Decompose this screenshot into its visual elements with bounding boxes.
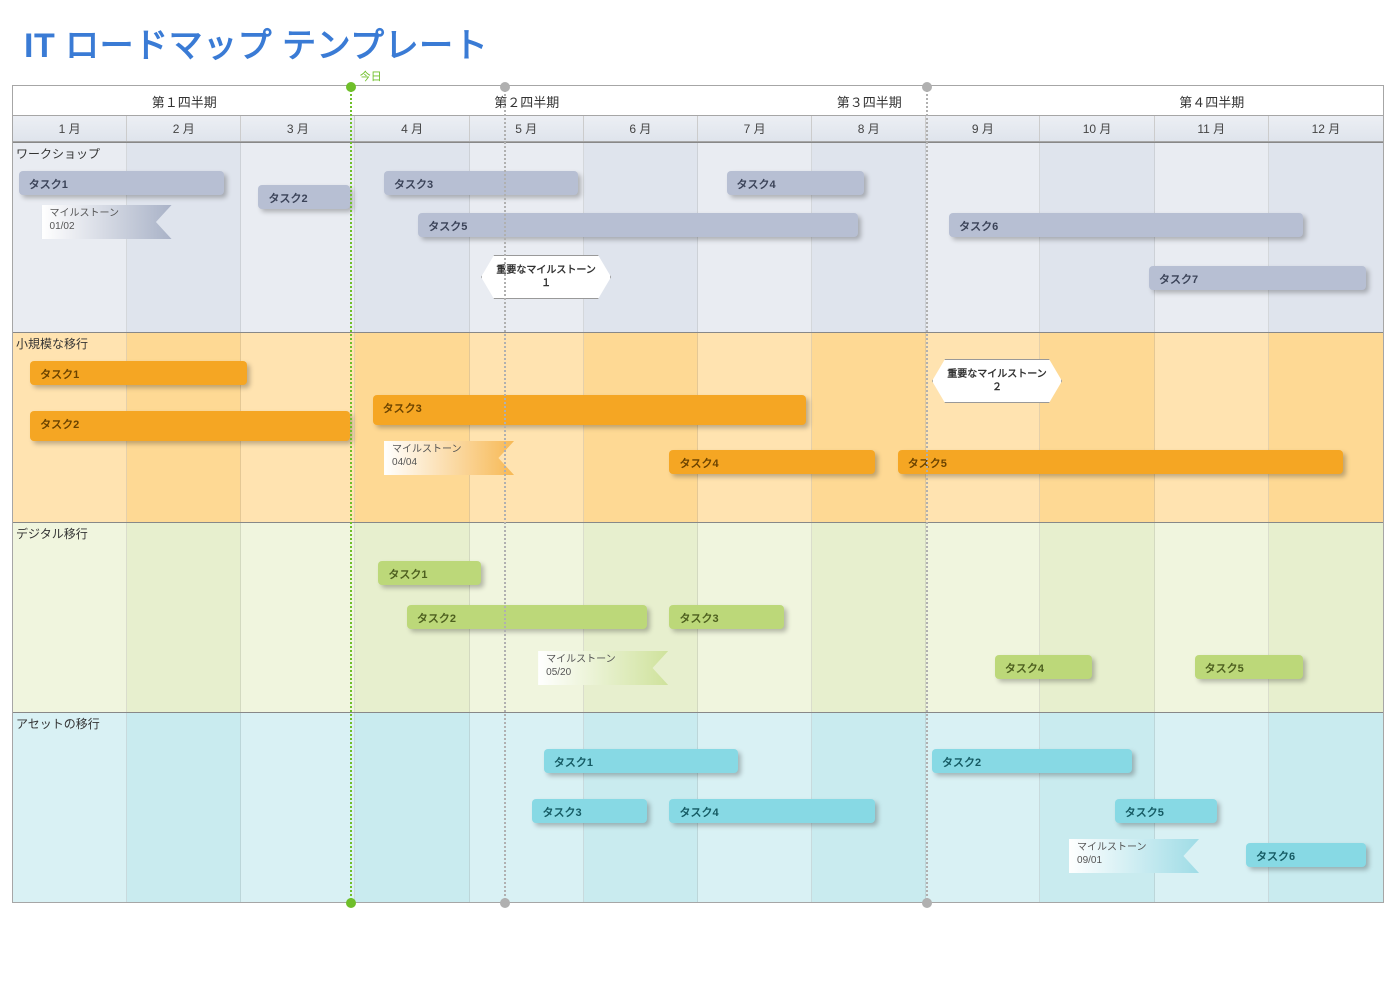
quarter-label: 第３四半期	[698, 86, 1041, 115]
month-label: 8 月	[812, 116, 926, 141]
milestone-flag[interactable]: マイルストーン05/20	[538, 651, 668, 685]
task-bar[interactable]: タスク2	[30, 411, 350, 441]
task-bar[interactable]: タスク6	[1246, 843, 1366, 867]
swimlane-label: アセットの移行	[16, 715, 100, 732]
task-bar[interactable]: タスク4	[995, 655, 1092, 679]
task-bar[interactable]: タスク3	[532, 799, 646, 823]
swimlane-label: 小規模な移行	[16, 335, 88, 352]
month-header-row: 1 月2 月3 月4 月5 月6 月7 月8 月9 月10 月11 月12 月	[13, 116, 1383, 142]
milestone-hex[interactable]: 重要なマイルストーン１	[481, 255, 611, 299]
quarter-label: 第１四半期	[13, 86, 356, 115]
milestone-hex[interactable]: 重要なマイルストーン２	[932, 359, 1062, 403]
task-bar[interactable]: タスク3	[384, 171, 578, 195]
task-bar[interactable]: タスク2	[407, 605, 647, 629]
month-label: 6 月	[584, 116, 698, 141]
roadmap-chart: 第１四半期第２四半期第３四半期第４四半期 1 月2 月3 月4 月5 月6 月7…	[12, 85, 1384, 903]
month-label: 11 月	[1155, 116, 1269, 141]
quarter-label: 第４四半期	[1041, 86, 1384, 115]
swimlane-asset-migration: アセットの移行タスク1 タスク2 タスク3 タスク4 タスク5 タスク6 マイルストーン09…	[13, 712, 1383, 902]
task-bar[interactable]: タスク5	[1195, 655, 1303, 679]
task-bar[interactable]: タスク7	[1149, 266, 1366, 290]
task-bar[interactable]: タスク1	[19, 171, 225, 195]
month-label: 2 月	[127, 116, 241, 141]
swimlane-label: デジタル移行	[16, 525, 88, 542]
task-bar[interactable]: タスク4	[727, 171, 864, 195]
task-bar[interactable]: タスク1	[378, 561, 481, 585]
swimlanes-container: ワークショップタスク1 タスク2 タスク3 タスク4 タスク5 タスク6 タスク7 マイルスト…	[13, 142, 1383, 902]
task-bar[interactable]: タスク1	[30, 361, 247, 385]
swimlane-label: ワークショップ	[16, 145, 100, 162]
milestone-flag[interactable]: マイルストーン04/04	[384, 441, 514, 475]
quarter-header-row: 第１四半期第２四半期第３四半期第４四半期	[13, 86, 1383, 116]
task-bar[interactable]: タスク2	[932, 749, 1132, 773]
task-bar[interactable]: タスク5	[898, 450, 1343, 474]
task-bar[interactable]: タスク3	[669, 605, 783, 629]
swimlane-digital-migration: デジタル移行タスク1 タスク2 タスク3 タスク4 タスク5 マイルストーン05/20	[13, 522, 1383, 712]
month-label: 3 月	[241, 116, 355, 141]
task-bar[interactable]: タスク4	[669, 799, 875, 823]
swimlane-small-migration: 小規模な移行タスク1 タスク2 タスク3 タスク4 タスク5 マイルストーン04/04 重要…	[13, 332, 1383, 522]
task-bar[interactable]: タスク3	[373, 395, 807, 425]
month-label: 1 月	[13, 116, 127, 141]
today-label: 今日	[360, 68, 382, 84]
milestone-flag[interactable]: マイルストーン01/02	[42, 205, 172, 239]
task-bar[interactable]: タスク2	[258, 185, 349, 209]
task-bar[interactable]: タスク1	[544, 749, 738, 773]
month-label: 4 月	[355, 116, 469, 141]
quarter-label: 第２四半期	[356, 86, 699, 115]
page-title: IT ロードマップ テンプレート	[24, 18, 1384, 67]
milestone-flag[interactable]: マイルストーン09/01	[1069, 839, 1199, 873]
task-bar[interactable]: タスク5	[418, 213, 858, 237]
month-label: 9 月	[926, 116, 1040, 141]
task-bar[interactable]: タスク4	[669, 450, 875, 474]
month-label: 7 月	[698, 116, 812, 141]
month-label: 5 月	[470, 116, 584, 141]
swimlane-workshop: ワークショップタスク1 タスク2 タスク3 タスク4 タスク5 タスク6 タスク7 マイルスト…	[13, 142, 1383, 332]
task-bar[interactable]: タスク6	[949, 213, 1303, 237]
task-bar[interactable]: タスク5	[1115, 799, 1218, 823]
month-label: 12 月	[1269, 116, 1383, 141]
month-label: 10 月	[1040, 116, 1154, 141]
